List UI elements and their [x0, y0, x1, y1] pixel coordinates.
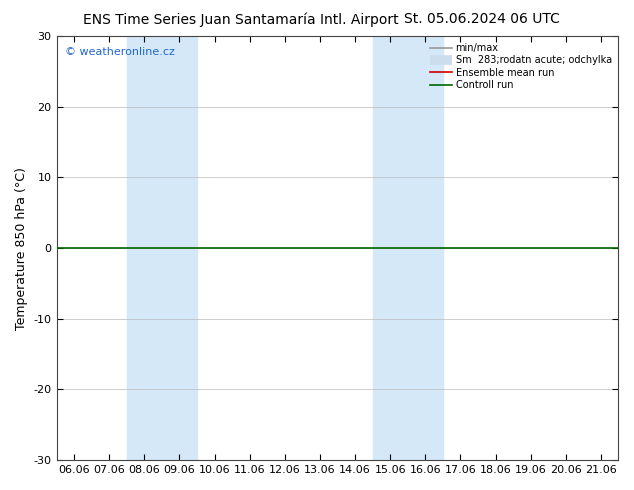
Bar: [127, 36, 197, 460]
Text: St. 05.06.2024 06 UTC: St. 05.06.2024 06 UTC: [404, 12, 560, 26]
Legend: min/max, Sm  283;rodatn acute; odchylka, Ensemble mean run, Controll run: min/max, Sm 283;rodatn acute; odchylka, …: [429, 41, 614, 92]
Text: ENS Time Series Juan Santamaría Intl. Airport: ENS Time Series Juan Santamaría Intl. Ai…: [83, 12, 399, 27]
Bar: [373, 36, 443, 460]
Text: © weatheronline.cz: © weatheronline.cz: [65, 47, 175, 57]
Y-axis label: Temperature 850 hPa (°C): Temperature 850 hPa (°C): [15, 167, 28, 330]
